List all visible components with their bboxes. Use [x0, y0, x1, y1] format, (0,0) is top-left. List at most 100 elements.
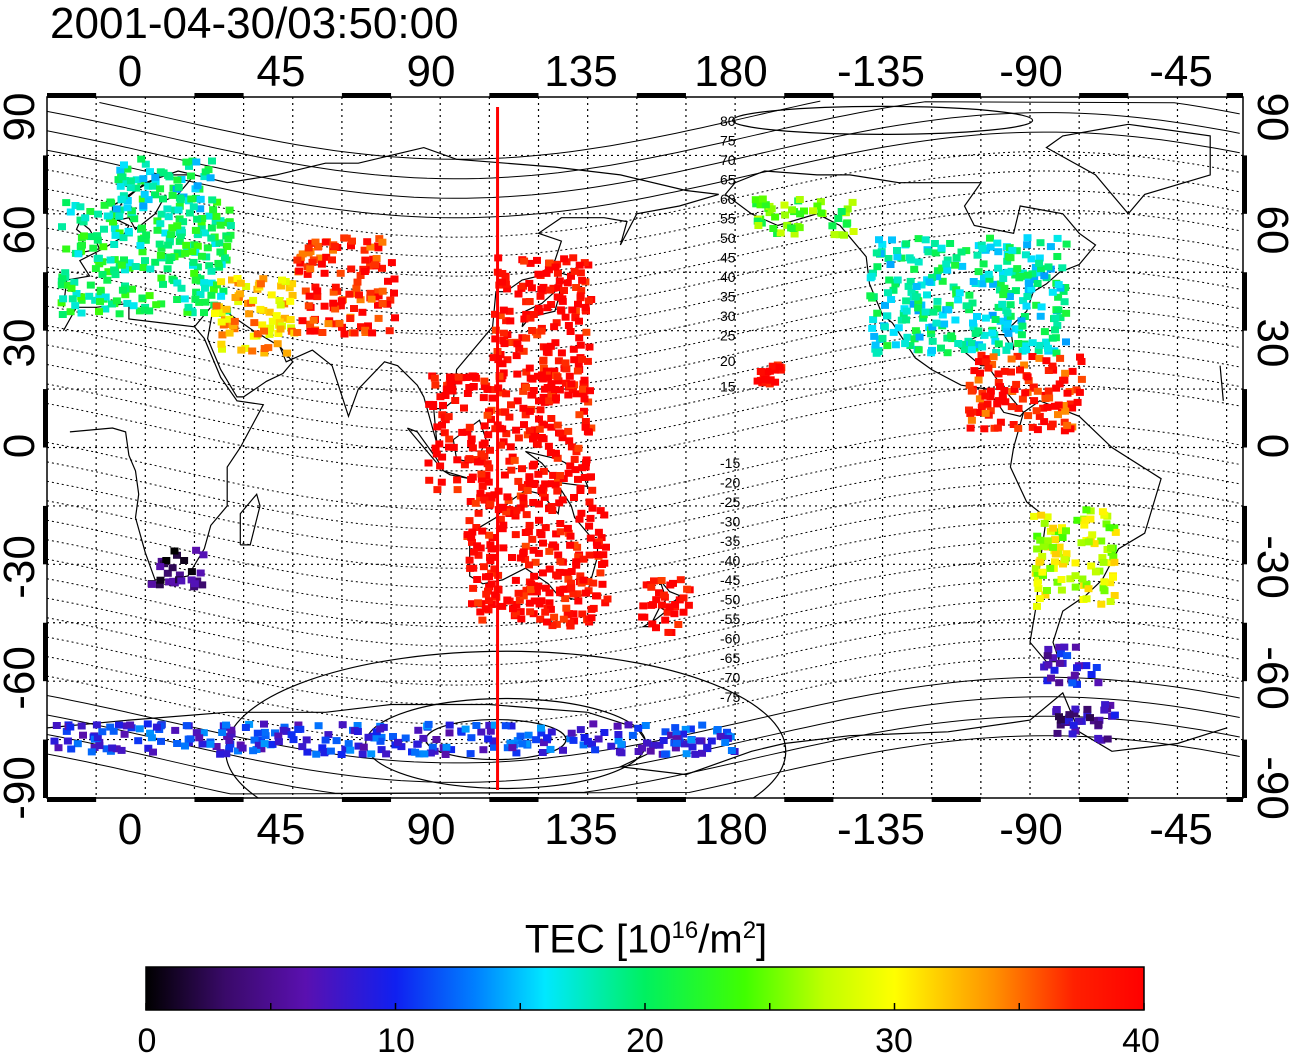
tec-point [350, 305, 358, 312]
tec-point [657, 577, 666, 584]
tec-point [525, 521, 534, 529]
tec-point [163, 265, 172, 273]
tec-point [557, 349, 566, 357]
tec-point [229, 322, 238, 330]
tec-point [766, 376, 775, 384]
tec-point [1090, 540, 1099, 548]
tec-point [575, 317, 583, 325]
tec-point [374, 314, 383, 322]
tec-point [145, 307, 154, 315]
tec-point [1047, 423, 1055, 431]
tec-point [614, 731, 623, 738]
tec-point [73, 740, 82, 748]
tec-point [996, 418, 1005, 426]
tec-point [151, 258, 160, 266]
contour-label: -70 [720, 670, 740, 686]
tec-point [383, 300, 392, 308]
tec-point [905, 254, 914, 262]
tec-point [438, 453, 447, 461]
tec-point [1086, 714, 1094, 722]
tec-point [967, 339, 976, 347]
tec-point [233, 275, 242, 282]
tec-point [561, 585, 570, 593]
tec-point [268, 740, 277, 748]
tec-point [1043, 403, 1052, 411]
tec-point [213, 281, 221, 289]
tec-point [144, 196, 153, 204]
tec-point [95, 742, 104, 750]
tec-point [132, 184, 141, 192]
tec-point [1030, 512, 1039, 520]
tec-point [1107, 544, 1115, 552]
tec-point [1035, 259, 1044, 267]
tec-point [940, 320, 949, 328]
tec-point [790, 230, 799, 238]
tec-point [476, 608, 485, 616]
tec-point [546, 286, 555, 294]
tec-point [691, 750, 700, 758]
tec-point [436, 462, 445, 470]
tec-point [983, 400, 992, 408]
tec-point [345, 290, 354, 298]
tec-point [596, 507, 605, 515]
tec-point [360, 268, 369, 275]
tec-point [519, 548, 528, 556]
tec-point [994, 248, 1003, 256]
tec-point [277, 282, 286, 290]
tec-point [317, 260, 326, 268]
tec-point [502, 317, 511, 325]
tec-point [512, 426, 521, 434]
tec-point [225, 315, 234, 323]
tec-point [198, 215, 207, 222]
tec-point [465, 423, 474, 431]
tec-point [216, 750, 225, 758]
tec-point [1109, 573, 1117, 581]
tec-point [465, 373, 474, 381]
tec-point [260, 327, 268, 335]
tec-point [173, 296, 182, 303]
tec-point [1099, 558, 1108, 566]
tec-point [1034, 585, 1043, 592]
tec-point [502, 508, 511, 516]
tec-point [587, 473, 595, 481]
frame-tick [1226, 93, 1243, 98]
tec-point [967, 387, 976, 395]
tec-point [62, 199, 71, 207]
tec-point [120, 161, 128, 169]
tec-point [1040, 328, 1049, 336]
contour-line [47, 598, 1240, 686]
tec-point [376, 725, 385, 733]
tec-point [532, 736, 541, 744]
tec-point [134, 737, 143, 745]
tec-point [415, 750, 424, 758]
tec-point [260, 349, 269, 357]
tec-point [238, 744, 247, 752]
tec-point [81, 214, 90, 222]
tec-point [1107, 548, 1116, 556]
tec-point [540, 421, 548, 429]
tec-point [487, 601, 496, 608]
tec-point [503, 356, 512, 364]
tec-point [1092, 664, 1101, 671]
tec-point [679, 730, 688, 738]
tec-point [498, 425, 507, 433]
tec-point [128, 285, 136, 293]
tec-point [979, 260, 988, 268]
tec-point [600, 729, 609, 736]
tec-point [377, 733, 386, 741]
tec-point [189, 203, 198, 211]
tec-point [649, 741, 658, 749]
tec-point [512, 506, 521, 514]
frame-tick [43, 739, 48, 798]
tec-point [181, 742, 189, 750]
tec-point [164, 213, 173, 221]
tec-point [1035, 254, 1044, 262]
tec-point [225, 745, 234, 753]
tec-point [594, 735, 603, 743]
tec-point [883, 342, 892, 350]
tec-point [116, 166, 125, 174]
tec-point [1051, 314, 1060, 322]
tec-point [871, 341, 880, 349]
tec-point [1036, 312, 1045, 320]
tec-point [506, 339, 515, 346]
